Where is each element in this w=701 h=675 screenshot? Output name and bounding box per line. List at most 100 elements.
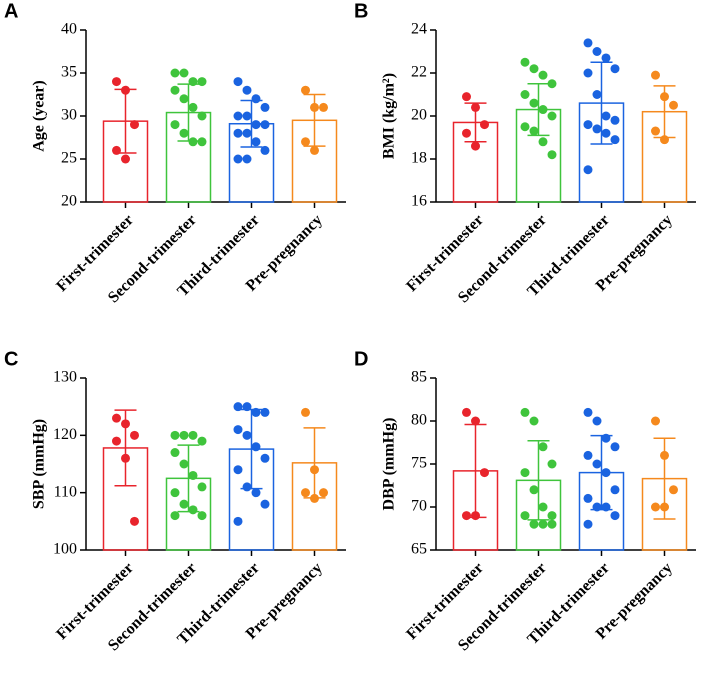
data-point <box>660 502 669 512</box>
data-point <box>188 77 198 87</box>
data-point <box>260 120 270 130</box>
data-point <box>251 442 261 452</box>
data-point <box>112 77 121 87</box>
data-point <box>601 433 611 443</box>
data-point <box>529 519 539 529</box>
data-point <box>583 165 593 175</box>
data-point <box>547 79 557 89</box>
data-point <box>651 126 660 136</box>
data-point <box>197 511 207 521</box>
y-axis-label: Age (year) <box>31 80 48 152</box>
y-axis-label: BMI (kg/m²) <box>381 73 398 159</box>
data-point <box>529 64 539 74</box>
data-point <box>471 511 480 521</box>
data-point <box>121 85 130 95</box>
data-point <box>112 436 121 446</box>
data-point <box>583 120 593 130</box>
y-tick-label: 75 <box>411 455 427 472</box>
data-point <box>471 141 480 151</box>
data-point <box>242 430 252 440</box>
data-point <box>520 468 530 478</box>
data-point <box>669 100 678 110</box>
data-point <box>170 488 180 498</box>
data-point <box>260 453 270 463</box>
data-point <box>538 442 548 452</box>
y-axis-label: DBP (mmHg) <box>381 418 398 511</box>
data-point <box>529 98 539 108</box>
y-tick-label: 20 <box>61 193 77 210</box>
y-tick-label: 22 <box>411 64 427 81</box>
data-point <box>480 468 489 478</box>
data-point <box>601 468 611 478</box>
data-point <box>301 85 310 95</box>
data-point <box>188 137 198 147</box>
y-tick-label: 24 <box>411 21 427 38</box>
y-tick-label: 130 <box>53 369 77 386</box>
data-point <box>660 135 669 145</box>
data-point <box>121 419 130 429</box>
data-point <box>538 70 548 80</box>
data-point <box>592 502 602 512</box>
data-point <box>179 128 189 138</box>
data-point <box>301 137 310 147</box>
data-point <box>260 499 270 509</box>
data-point <box>529 416 539 426</box>
data-point <box>197 137 207 147</box>
panel-label: C <box>4 348 18 370</box>
data-point <box>301 488 310 498</box>
data-point <box>310 145 319 155</box>
panel-label: B <box>354 0 368 22</box>
data-point <box>529 485 539 495</box>
data-point <box>601 128 611 138</box>
data-point <box>601 53 611 63</box>
data-point <box>188 505 198 515</box>
y-tick-label: 65 <box>411 541 427 558</box>
data-point <box>197 482 207 492</box>
data-point <box>197 77 207 87</box>
data-point <box>520 90 530 99</box>
data-point <box>310 465 319 475</box>
data-point <box>651 416 660 426</box>
data-point <box>121 154 130 164</box>
data-point <box>179 68 189 78</box>
data-point <box>179 430 189 440</box>
data-point <box>310 102 319 112</box>
y-tick-label: 30 <box>61 107 77 124</box>
y-tick-label: 16 <box>411 193 427 210</box>
data-point <box>462 511 471 521</box>
data-point <box>547 111 557 121</box>
data-point <box>610 135 620 145</box>
panel-label: D <box>354 348 368 370</box>
data-point <box>583 407 593 417</box>
data-point <box>651 70 660 80</box>
data-point <box>669 485 678 495</box>
data-point <box>197 436 207 446</box>
data-point <box>170 68 180 78</box>
data-point <box>233 128 243 138</box>
data-point <box>130 516 139 526</box>
data-point <box>197 111 207 121</box>
data-point <box>233 154 243 164</box>
data-point <box>242 402 252 412</box>
data-point <box>170 120 180 130</box>
data-point <box>233 77 243 87</box>
data-point <box>610 485 620 495</box>
data-point <box>601 111 611 121</box>
data-point <box>179 94 189 104</box>
data-point <box>547 459 557 469</box>
data-point <box>310 493 319 503</box>
y-tick-label: 70 <box>411 498 427 515</box>
data-point <box>610 442 620 452</box>
data-point <box>601 502 611 512</box>
data-point <box>462 407 471 417</box>
data-point <box>179 459 189 469</box>
data-point <box>242 85 252 95</box>
data-point <box>170 511 180 521</box>
data-point <box>462 92 471 102</box>
data-point <box>242 482 252 492</box>
y-tick-label: 120 <box>53 426 77 443</box>
data-point <box>251 137 261 147</box>
y-tick-label: 110 <box>54 483 77 500</box>
data-point <box>583 493 593 503</box>
y-tick-label: 35 <box>61 64 77 81</box>
